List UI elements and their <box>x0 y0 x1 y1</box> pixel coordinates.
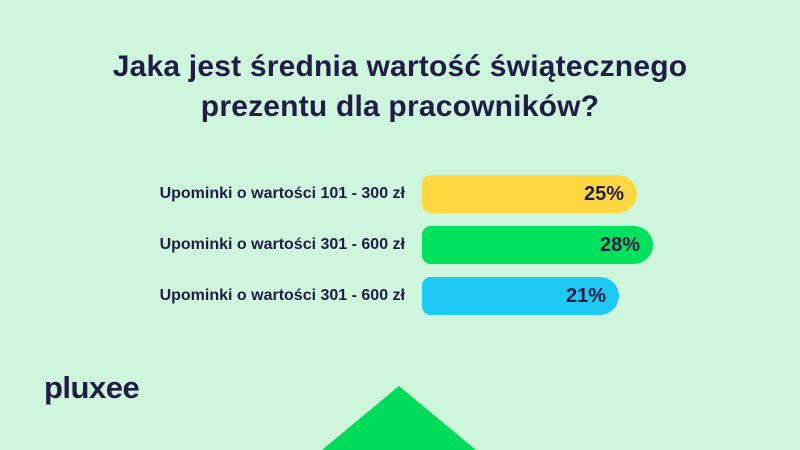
bar: 21% <box>422 277 619 315</box>
bar: 25% <box>422 175 637 213</box>
bar-category-label: Upominki o wartości 301 - 600 zł <box>159 236 405 253</box>
bar-category-label: Upominki o wartości 301 - 600 zł <box>159 287 405 304</box>
up-arrow-shape <box>322 386 476 450</box>
bar-category-label: Upominki o wartości 101 - 300 zł <box>159 185 405 202</box>
bar-value-label: 25% <box>583 182 624 205</box>
bar: 28% <box>422 226 653 264</box>
bar-chart: Upominki o wartości 101 - 300 zł 25% Upomi… <box>0 175 653 315</box>
bar-row: Upominki o wartości 301 - 600 zł 28% <box>0 226 653 264</box>
title-line-1: Jaka jest średnia wartość świątecznego <box>112 50 688 83</box>
pluxee-logo: pluxee <box>44 370 140 405</box>
bar-row: Upominki o wartości 101 - 300 zł 25% <box>0 175 653 213</box>
title-line-2: prezentu dla pracowników? <box>200 90 600 123</box>
bar-value-label: 21% <box>565 284 606 307</box>
bar-value-label: 28% <box>599 233 640 256</box>
bar-row: Upominki o wartości 301 - 600 zł 21% <box>0 277 653 315</box>
infographic-title: Jaka jest średnia wartość świątecznego p… <box>0 47 800 127</box>
